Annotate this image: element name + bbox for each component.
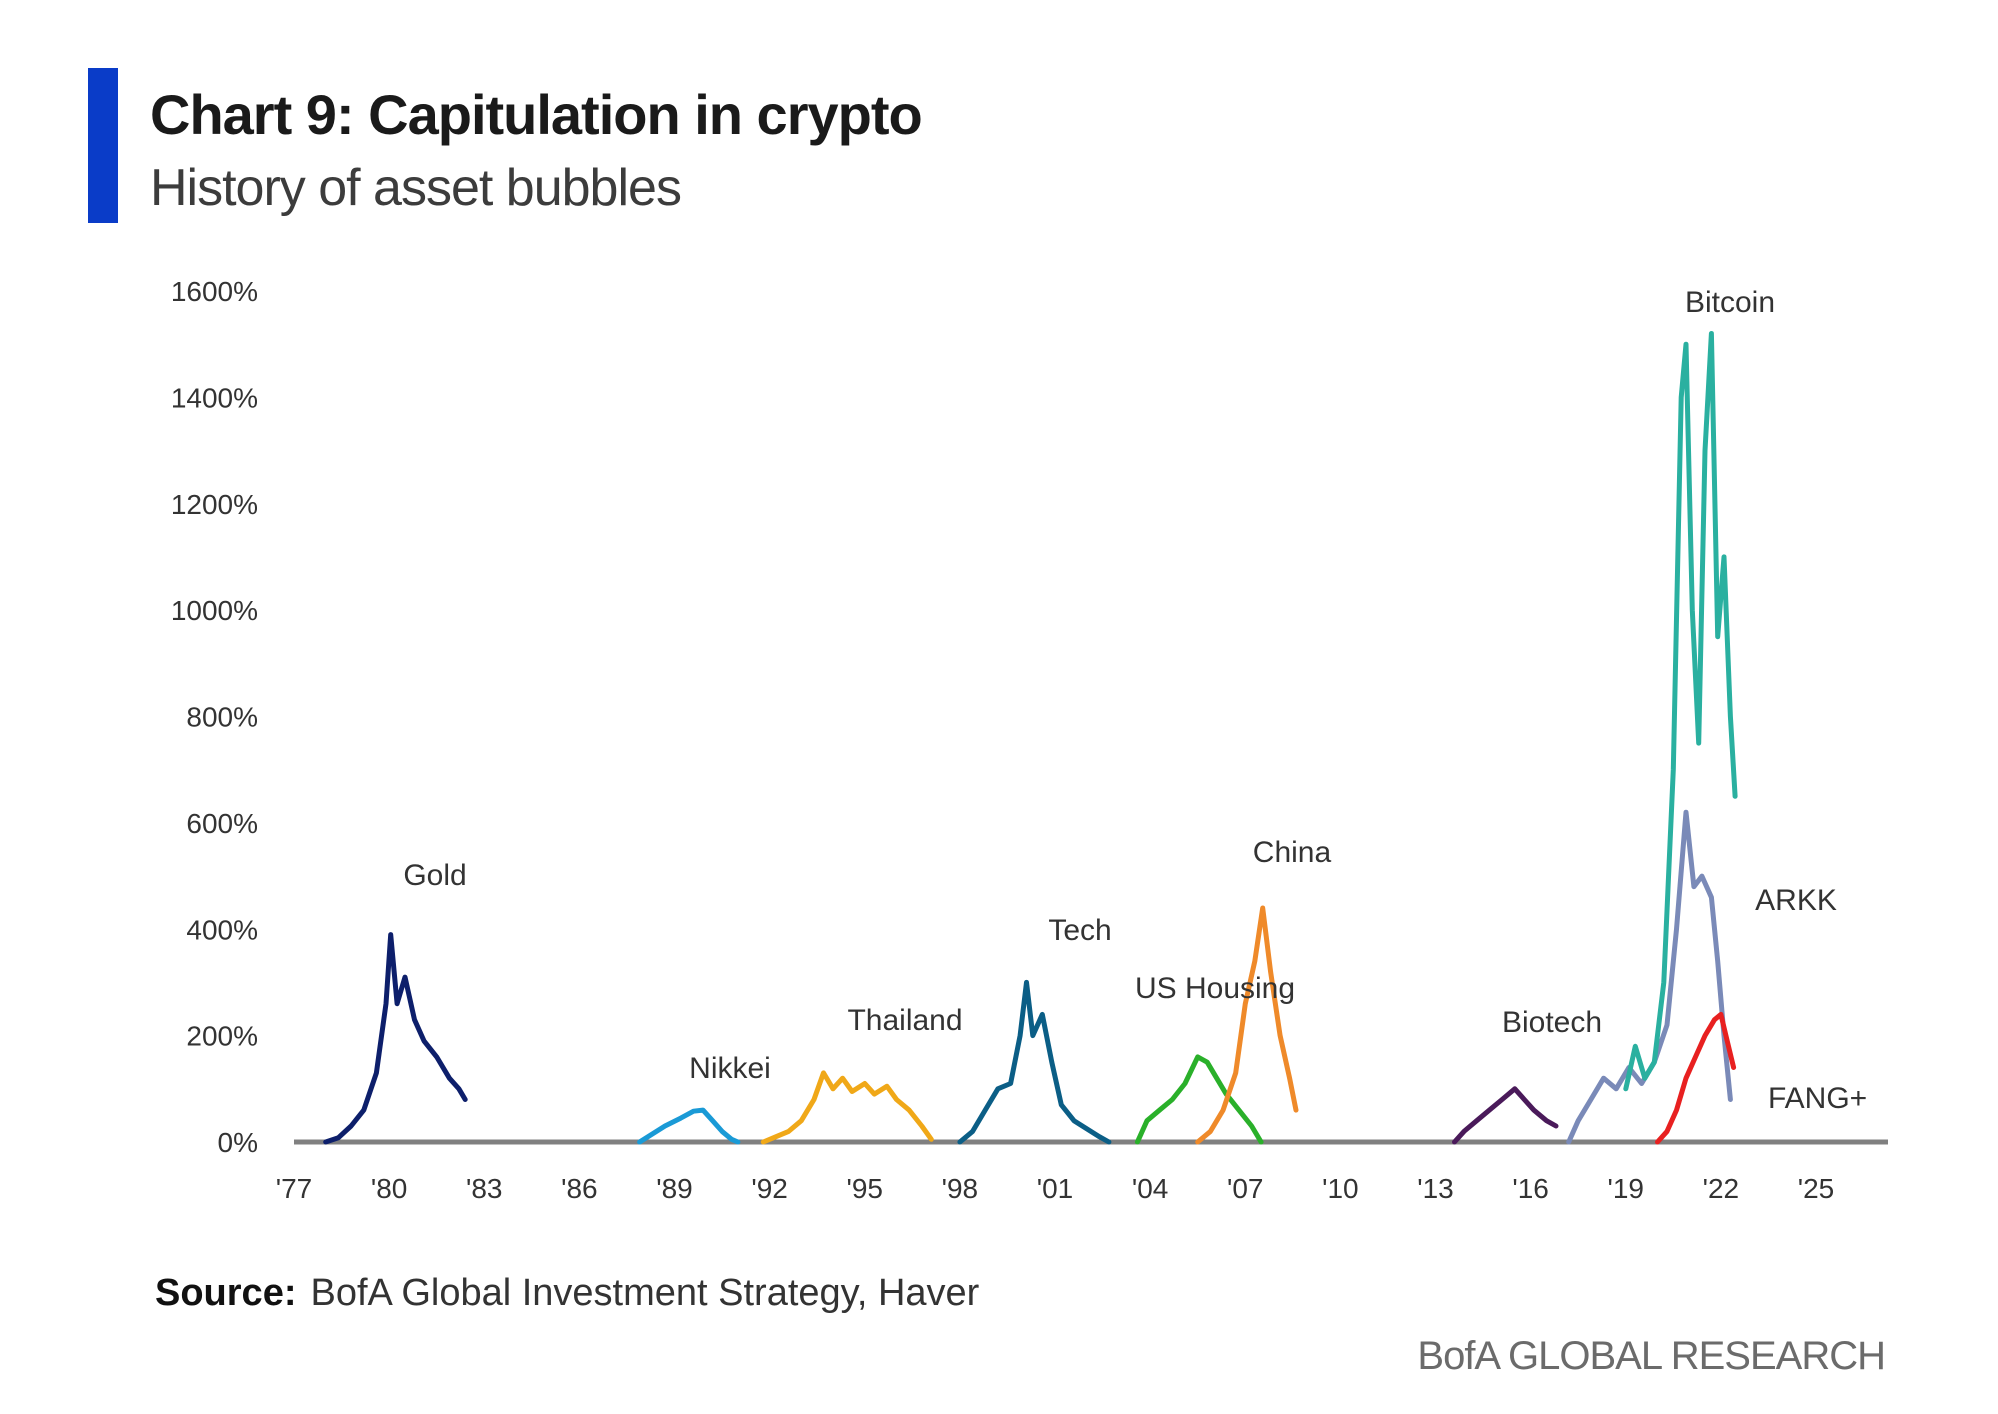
x-tick-label: '77	[276, 1173, 313, 1204]
x-tick-label: '07	[1227, 1173, 1264, 1204]
series-line-gold	[323, 932, 468, 1145]
series-line-fang	[1655, 1011, 1737, 1145]
series-label-fang: FANG+	[1768, 1082, 1867, 1115]
y-tick-label: 400%	[186, 914, 258, 945]
x-tick-label: '89	[656, 1173, 693, 1204]
series-label-us-housing: US Housing	[1135, 972, 1295, 1005]
series-lines	[323, 331, 1738, 1145]
y-axis-ticks: 0% 200% 400% 600% 800% 1000% 1200% 1400% 1600%	[171, 276, 258, 1158]
y-tick-label: 200%	[186, 1021, 258, 1052]
series-line-biotech	[1452, 1086, 1559, 1145]
x-tick-label: '01	[1037, 1173, 1074, 1204]
x-tick-label: '98	[942, 1173, 979, 1204]
x-tick-label: '10	[1322, 1173, 1359, 1204]
x-tick-label: '22	[1703, 1173, 1740, 1204]
x-tick-label: '04	[1132, 1173, 1169, 1204]
x-tick-label: '25	[1798, 1173, 1835, 1204]
chart-title: Chart 9: Capitulation in crypto	[150, 83, 923, 146]
y-tick-label: 1400%	[171, 382, 258, 413]
y-tick-label: 1000%	[171, 595, 258, 626]
series-line-tech	[957, 979, 1112, 1145]
source-text: BofA Global Investment Strategy, Haver	[310, 1272, 980, 1314]
series-label-gold: Gold	[403, 859, 466, 892]
x-tick-label: '80	[371, 1173, 408, 1204]
series-line-bitcoin	[1623, 331, 1738, 1092]
series-line-nikkei	[637, 1107, 741, 1145]
series-label-nikkei: Nikkei	[689, 1052, 771, 1085]
series-line-china	[1195, 905, 1299, 1145]
chart-subtitle: History of asset bubbles	[150, 159, 682, 217]
source-note: Source: BofA Global Investment Strategy, …	[155, 1272, 979, 1315]
series-labels: Gold Nikkei Thailand Tech US Housing China Bio…	[403, 286, 1867, 1115]
series-line-arkk	[1566, 809, 1733, 1145]
x-tick-label: '86	[561, 1173, 598, 1204]
x-tick-label: '13	[1417, 1173, 1454, 1204]
series-line-thailand	[760, 1070, 934, 1145]
series-label-tech: Tech	[1048, 914, 1111, 947]
series-label-biotech: Biotech	[1502, 1006, 1602, 1039]
y-tick-label: 1600%	[171, 276, 258, 307]
x-tick-label: '95	[847, 1173, 884, 1204]
y-tick-label: 1200%	[171, 489, 258, 520]
x-tick-label: '92	[751, 1173, 788, 1204]
x-tick-label: '16	[1512, 1173, 1549, 1204]
series-label-china: China	[1253, 836, 1332, 869]
series-line-us-housing	[1134, 1054, 1264, 1145]
x-tick-label: '19	[1608, 1173, 1645, 1204]
y-tick-label: 800%	[186, 702, 258, 733]
title-accent-bar	[88, 68, 118, 223]
y-tick-label: 0%	[218, 1127, 258, 1158]
x-axis-ticks: '77 '80 '83 '86 '89 '92 '95 '98 '01 '04 '07 '10 '13 '…	[276, 1173, 1835, 1204]
source-label: Source:	[155, 1272, 297, 1314]
series-label-arkk: ARKK	[1755, 884, 1837, 917]
x-tick-label: '83	[466, 1173, 503, 1204]
y-tick-label: 600%	[186, 808, 258, 839]
series-label-thailand: Thailand	[847, 1004, 962, 1037]
brand-footer: BofA GLOBAL RESEARCH	[1417, 1334, 1886, 1378]
series-label-bitcoin: Bitcoin	[1685, 286, 1775, 319]
